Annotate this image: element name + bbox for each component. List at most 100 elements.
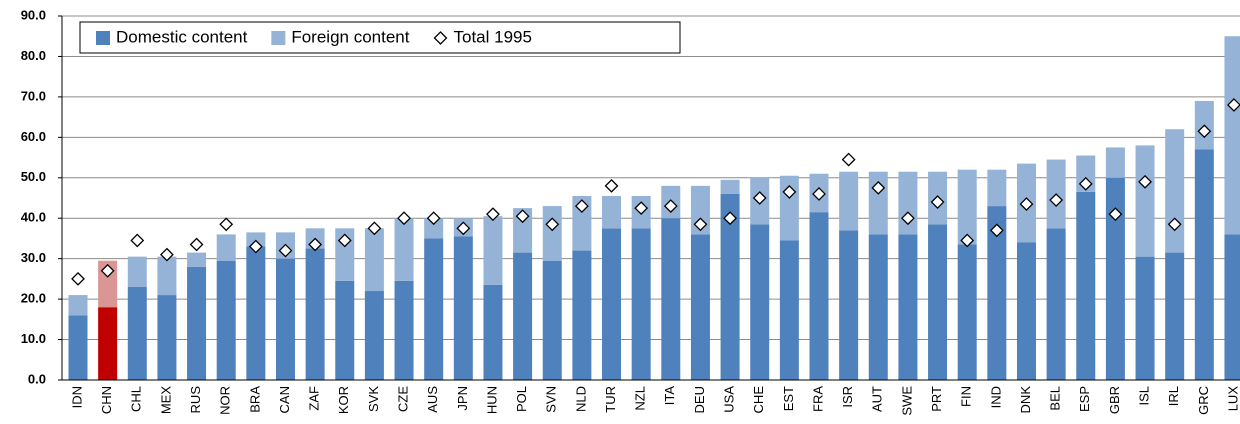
marker-1995 [189, 237, 204, 252]
bar-foreign [513, 208, 533, 253]
marker-1995 [841, 152, 856, 167]
bar-foreign [542, 206, 562, 261]
x-tick-label: HUN [484, 386, 499, 414]
bar-foreign [1105, 147, 1125, 178]
x-tick-label: CZE [395, 386, 410, 412]
bar-foreign [1165, 129, 1185, 253]
bar-foreign [987, 169, 1007, 207]
bar-domestic [957, 244, 977, 380]
x-tick-label: ITA [662, 386, 677, 406]
marker-1995 [426, 211, 441, 226]
x-tick-label: IND [988, 386, 1003, 408]
marker-1995 [1138, 174, 1152, 189]
marker-1995 [1049, 193, 1064, 207]
bar-domestic [424, 238, 444, 380]
bar-domestic [157, 295, 177, 380]
marker-1995 [871, 180, 886, 195]
bar-domestic [364, 291, 384, 380]
legend: Domestic content Foreign content Total 199… [79, 21, 681, 54]
bar-domestic [1165, 252, 1185, 380]
bar-foreign [957, 169, 977, 245]
x-tick-label: AUS [425, 386, 440, 413]
marker-1995 [1167, 217, 1182, 232]
bar-domestic [987, 206, 1007, 380]
bar-domestic [1135, 256, 1155, 380]
bar-foreign [394, 218, 414, 281]
marker-1995 [308, 237, 323, 252]
y-tick-label: 30.0 [21, 250, 46, 265]
marker-1995 [248, 239, 263, 254]
x-tick-label: KOR [336, 386, 351, 414]
marker-1995 [1227, 98, 1240, 112]
marker-1995 [397, 211, 411, 226]
bar-foreign [1224, 36, 1240, 235]
x-tick-label: JPN [455, 386, 470, 411]
bar-domestic [98, 307, 118, 380]
marker-1995 [219, 217, 234, 232]
marker-1995 [723, 211, 737, 226]
legend-swatch [96, 31, 110, 45]
marker-1995 [100, 263, 115, 278]
bar-domestic [839, 230, 859, 380]
x-tick-label: CHN [99, 386, 114, 414]
y-tick-label: 50.0 [21, 169, 46, 184]
bar-domestic [275, 258, 295, 380]
bar-domestic [809, 212, 829, 380]
x-tick-label: CAN [277, 386, 292, 413]
bar-domestic [690, 234, 710, 380]
x-tick-label: EST [781, 386, 796, 411]
x-tick-label: SVK [366, 386, 381, 412]
bar-domestic [513, 252, 533, 380]
marker-1995 [782, 185, 797, 199]
bar-domestic [187, 266, 207, 380]
marker-1995 [1108, 207, 1123, 222]
bar-foreign [424, 218, 444, 239]
x-tick-label: ESP [1077, 386, 1092, 412]
marker-1995 [1197, 124, 1212, 139]
marker-1995 [278, 243, 293, 258]
marker-1995 [515, 209, 530, 224]
x-tick-label: GRC [1196, 386, 1211, 415]
legend-box [79, 21, 681, 54]
bar-foreign [572, 195, 592, 251]
bar-domestic [1016, 242, 1036, 380]
bar-foreign [602, 195, 622, 229]
bar-domestic [750, 224, 770, 380]
legend-label: Domestic content [116, 27, 248, 46]
x-tick-label: RUS [188, 386, 203, 414]
marker-1995 [634, 201, 649, 216]
marker-1995 [456, 221, 471, 236]
x-tick-label: CHE [751, 386, 766, 414]
marker-1995 [960, 233, 975, 248]
legend-swatch [271, 31, 286, 45]
legend-swatch [433, 31, 448, 45]
bar-domestic [483, 284, 503, 380]
bar-foreign [483, 216, 503, 285]
bar-domestic [216, 260, 236, 380]
x-tick-label: USA [722, 386, 737, 413]
x-tick-label: MEX [158, 386, 173, 415]
marker-1995 [1019, 197, 1034, 211]
y-tick-label: 40.0 [21, 210, 46, 225]
x-tick-label: BRA [247, 386, 262, 413]
x-tick-label: AUT [870, 386, 885, 412]
x-tick-label: NOR [218, 386, 233, 415]
bar-domestic [868, 234, 888, 380]
marker-1995 [367, 221, 382, 236]
x-tick-label: POL [514, 386, 529, 412]
bar-domestic [720, 193, 740, 380]
x-tick-label: LUX [1225, 386, 1240, 412]
x-tick-label: GBR [1107, 386, 1122, 414]
x-tick-label: DEU [692, 386, 707, 413]
bar-domestic [572, 250, 592, 380]
bar-domestic [1105, 177, 1125, 380]
bar-foreign [1135, 145, 1155, 257]
bar-domestic [661, 218, 681, 380]
bar-foreign [68, 295, 88, 316]
bar-foreign [127, 256, 147, 287]
x-tick-label: SWE [899, 386, 914, 416]
y-tick-label: 0.0 [28, 371, 46, 386]
bar-foreign [720, 179, 740, 194]
marker-1995 [693, 217, 708, 232]
